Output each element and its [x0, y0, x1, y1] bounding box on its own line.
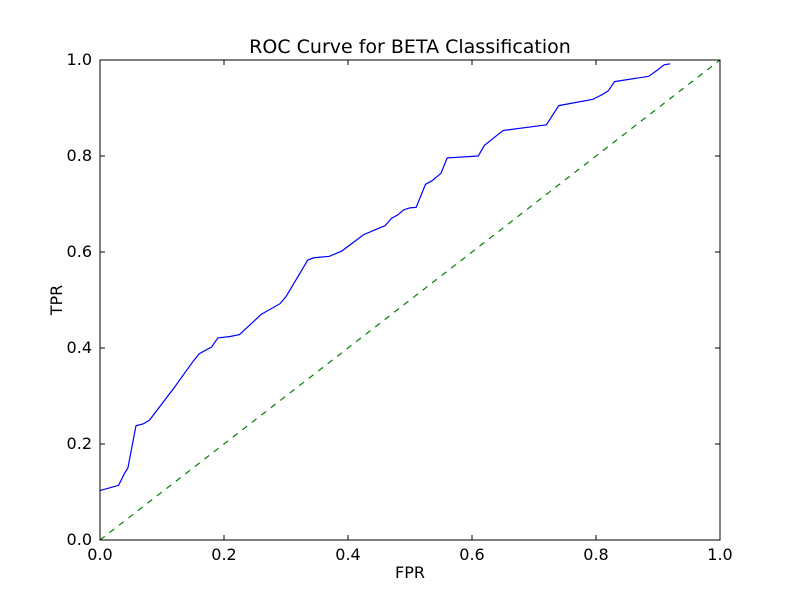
chart-title: ROC Curve for BETA Classification: [249, 36, 571, 58]
x-tick-label: 0.4: [335, 545, 360, 564]
x-axis-label: FPR: [395, 563, 425, 582]
y-tick-label: 0.2: [67, 434, 92, 453]
y-tick-label: 0.8: [67, 146, 92, 165]
y-axis-label: TPR: [47, 285, 66, 317]
x-tick-label: 0.0: [87, 545, 112, 564]
plot-area: 0.0 0.2 0.4 0.6 0.8 1.0 0.0 0.2 0.4 0.6 0.8 1.0: [67, 50, 733, 564]
y-tick-label: 0.4: [67, 338, 92, 357]
x-tick-label: 0.8: [583, 545, 608, 564]
x-tick-label: 0.2: [211, 545, 236, 564]
x-tick-label: 1.0: [707, 545, 732, 564]
y-tick-label: 0.0: [67, 530, 92, 549]
roc-curve-line: [99, 63, 671, 492]
x-tick-label: 0.6: [459, 545, 484, 564]
axes-frame: [99, 59, 721, 541]
y-tick-label: 1.0: [67, 50, 92, 69]
y-tick-label: 0.6: [67, 242, 92, 261]
diagonal-reference-line: [99, 59, 721, 541]
